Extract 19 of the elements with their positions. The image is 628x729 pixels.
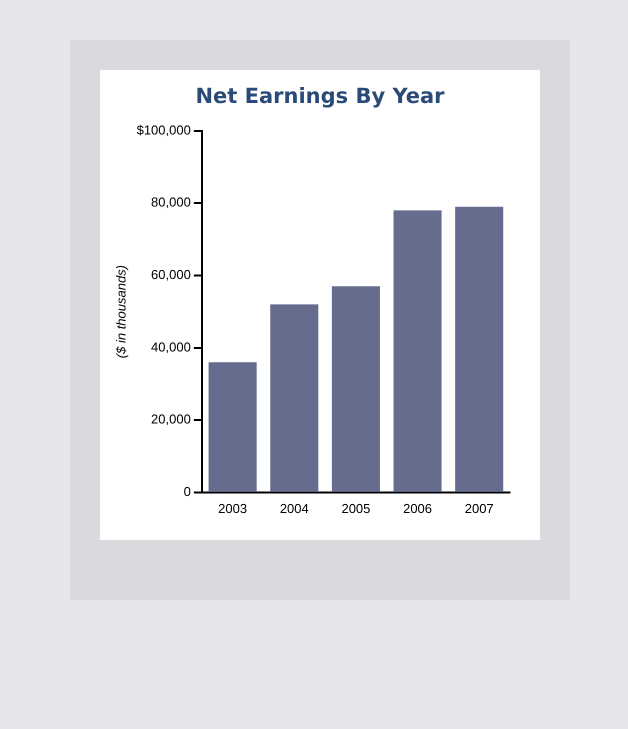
x-tick-label: 2006 bbox=[403, 500, 432, 516]
chart-title: Net Earnings By Year bbox=[194, 84, 446, 108]
bar bbox=[208, 362, 257, 492]
x-tick-label: 2003 bbox=[218, 500, 248, 516]
y-tick-label: 0 bbox=[184, 484, 191, 499]
y-axis-title: ($ in thousands) bbox=[113, 264, 128, 358]
x-tick-label: 2004 bbox=[280, 500, 309, 516]
y-tick-label: 40,000 bbox=[151, 339, 191, 354]
x-tick-label: 2005 bbox=[341, 500, 370, 516]
bar bbox=[332, 286, 380, 492]
bar bbox=[394, 210, 442, 492]
photo-frame: Net Earnings By Year ($ in thousands) 2003 2004 2005 2006 2007 0 20,000 40,000 60,000 80,000 $100,000 bbox=[70, 40, 570, 600]
bar bbox=[455, 206, 504, 492]
y-tick-label: 60,000 bbox=[151, 267, 191, 282]
bar bbox=[270, 304, 318, 492]
y-tick-label: $100,000 bbox=[136, 122, 191, 138]
x-tick-label: 2007 bbox=[464, 500, 494, 516]
y-tick-label: 20,000 bbox=[151, 412, 191, 427]
y-tick-label: 80,000 bbox=[151, 194, 191, 210]
